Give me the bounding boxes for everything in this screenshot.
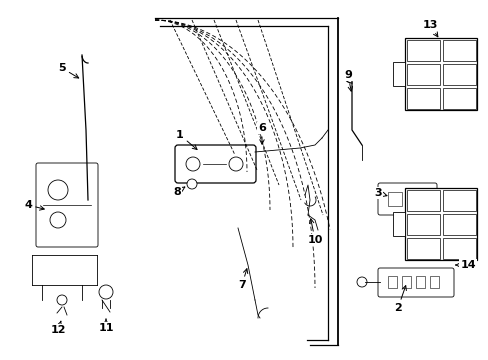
Text: 3: 3 (373, 188, 386, 198)
Bar (406, 189, 439, 211)
Text: 7: 7 (238, 269, 247, 290)
Circle shape (57, 295, 67, 305)
FancyBboxPatch shape (36, 163, 98, 247)
Text: 9: 9 (344, 70, 352, 91)
Bar (442, 213, 474, 234)
Bar (442, 189, 474, 211)
Text: 5: 5 (58, 63, 79, 78)
Text: 13: 13 (422, 20, 437, 37)
Text: 8: 8 (173, 187, 184, 197)
Bar (387, 276, 396, 288)
FancyBboxPatch shape (404, 188, 476, 260)
FancyBboxPatch shape (392, 62, 404, 86)
Circle shape (99, 285, 113, 299)
Bar (406, 87, 439, 108)
Bar (415, 276, 424, 288)
Text: 4: 4 (24, 200, 44, 210)
Bar (401, 276, 410, 288)
Bar (442, 238, 474, 258)
Bar (406, 63, 439, 85)
Bar (409, 192, 423, 206)
FancyBboxPatch shape (377, 268, 453, 297)
Circle shape (228, 157, 243, 171)
Text: 14: 14 (455, 260, 475, 270)
Bar (429, 276, 438, 288)
FancyBboxPatch shape (377, 183, 436, 215)
Bar (442, 63, 474, 85)
Bar (442, 40, 474, 60)
FancyBboxPatch shape (392, 212, 404, 236)
Bar (406, 213, 439, 234)
Bar (387, 192, 401, 206)
Circle shape (185, 157, 200, 171)
Bar (442, 87, 474, 108)
Text: 12: 12 (50, 321, 65, 335)
Bar (406, 40, 439, 60)
Text: 6: 6 (258, 123, 265, 144)
Circle shape (356, 277, 366, 287)
Text: 1: 1 (176, 130, 197, 149)
Circle shape (50, 212, 66, 228)
Text: 10: 10 (306, 219, 322, 245)
Text: 11: 11 (98, 319, 114, 333)
FancyBboxPatch shape (404, 38, 476, 110)
Circle shape (186, 179, 197, 189)
Text: 2: 2 (393, 285, 406, 313)
Bar (406, 238, 439, 258)
FancyBboxPatch shape (175, 145, 256, 183)
Circle shape (48, 180, 68, 200)
